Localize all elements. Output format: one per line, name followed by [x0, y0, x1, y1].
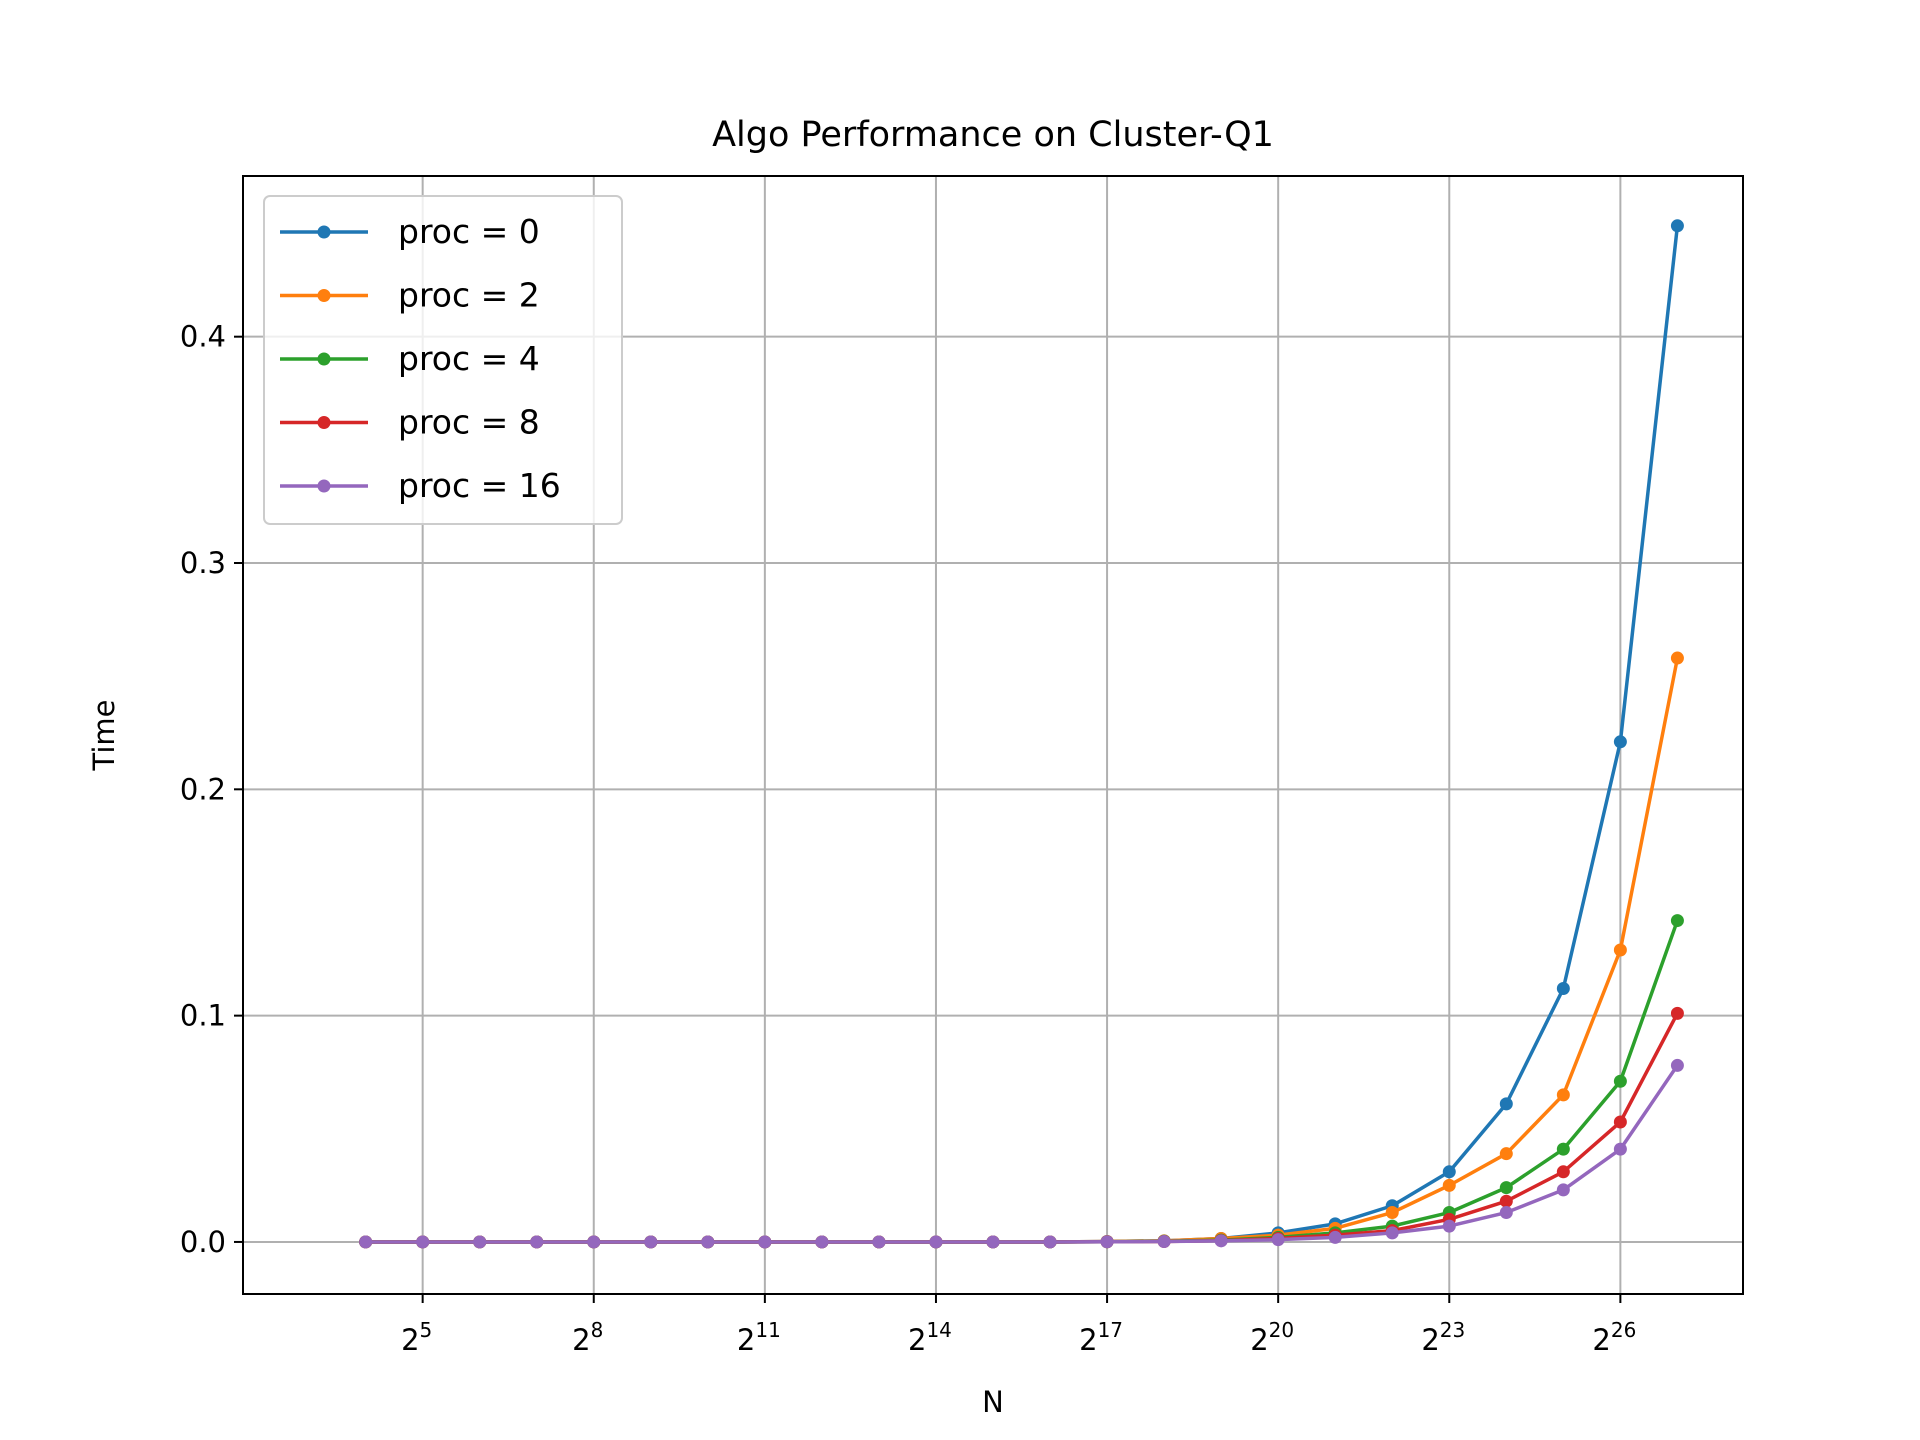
data-point — [1385, 1226, 1399, 1240]
x-tick-label: 211 — [737, 1318, 781, 1357]
data-point — [1556, 1088, 1570, 1102]
data-point — [1556, 1142, 1570, 1156]
legend-swatch-marker — [317, 416, 331, 429]
data-point — [1043, 1235, 1057, 1249]
x-axis-label: N — [982, 1385, 1004, 1419]
x-ticks: 25 28 211 214 217 220 223 226 — [401, 1294, 1636, 1357]
y-axis-label: Time — [87, 700, 121, 772]
data-point — [473, 1235, 487, 1249]
chart-title: Algo Performance on Cluster-Q1 — [712, 115, 1274, 155]
y-tick-label: 0.4 — [180, 320, 226, 354]
data-point — [1499, 1206, 1513, 1220]
x-tick-label: 223 — [1421, 1318, 1465, 1357]
data-point — [1214, 1234, 1228, 1248]
data-point — [1442, 1165, 1456, 1179]
data-point — [1442, 1178, 1456, 1192]
data-point — [644, 1235, 658, 1249]
legend-swatch-marker — [317, 352, 331, 366]
data-point — [1499, 1181, 1513, 1195]
data-point — [1670, 1006, 1684, 1020]
data-point — [1499, 1147, 1513, 1161]
x-tick-label: 226 — [1592, 1318, 1636, 1357]
x-tick-label: 220 — [1250, 1318, 1294, 1357]
data-point — [1385, 1206, 1399, 1220]
legend-swatch-marker — [317, 289, 331, 302]
x-tick-label: 214 — [908, 1318, 952, 1357]
legend: proc = 0 proc = 2 proc = 4 proc = 8 proc = 1… — [263, 195, 623, 525]
data-point — [1442, 1219, 1456, 1233]
data-point — [1613, 735, 1627, 749]
data-point — [758, 1235, 772, 1249]
legend-box — [263, 195, 623, 525]
legend-label: proc = 16 — [398, 466, 561, 505]
data-point — [1328, 1230, 1342, 1244]
series-4 — [359, 1058, 1684, 1249]
data-point — [1670, 914, 1684, 928]
data-point — [1613, 1074, 1627, 1088]
series-group — [359, 219, 1684, 1249]
legend-label: proc = 8 — [398, 403, 540, 442]
data-point — [1100, 1235, 1114, 1249]
data-point — [530, 1235, 544, 1249]
data-point — [1556, 1183, 1570, 1197]
data-point — [1157, 1234, 1171, 1248]
legend-swatch-marker — [317, 479, 331, 493]
data-point — [872, 1235, 886, 1249]
data-point — [1271, 1233, 1285, 1247]
y-ticks: 0.0 0.1 0.2 0.3 0.4 — [180, 320, 243, 1259]
data-point — [416, 1235, 430, 1249]
x-tick-label: 217 — [1079, 1318, 1123, 1357]
data-point — [587, 1235, 601, 1249]
data-point — [1670, 651, 1684, 665]
data-point — [929, 1235, 943, 1249]
y-tick-label: 0.2 — [180, 772, 226, 806]
y-tick-label: 0.0 — [180, 1225, 226, 1259]
data-point — [1670, 1058, 1684, 1072]
data-point — [359, 1235, 373, 1249]
x-tick-label: 28 — [572, 1318, 603, 1357]
data-point — [1499, 1194, 1513, 1208]
legend-label: proc = 2 — [398, 276, 540, 315]
data-point — [701, 1235, 715, 1249]
x-tick-label: 25 — [401, 1318, 432, 1357]
data-point — [1613, 1115, 1627, 1129]
data-point — [1556, 1165, 1570, 1179]
y-tick-label: 0.1 — [180, 999, 226, 1033]
plot-frame — [242, 175, 1744, 1295]
legend-label: proc = 4 — [398, 339, 540, 378]
data-point — [986, 1235, 1000, 1249]
legend-label: proc = 0 — [398, 212, 540, 251]
data-point — [1670, 219, 1684, 233]
data-point — [1556, 981, 1570, 995]
legend-swatch-marker — [317, 225, 331, 239]
series-line — [365, 1064, 1679, 1244]
y-tick-label: 0.3 — [180, 546, 226, 580]
data-point — [1499, 1097, 1513, 1111]
data-point — [1613, 943, 1627, 957]
data-point — [1613, 1142, 1627, 1156]
data-point — [815, 1235, 829, 1249]
